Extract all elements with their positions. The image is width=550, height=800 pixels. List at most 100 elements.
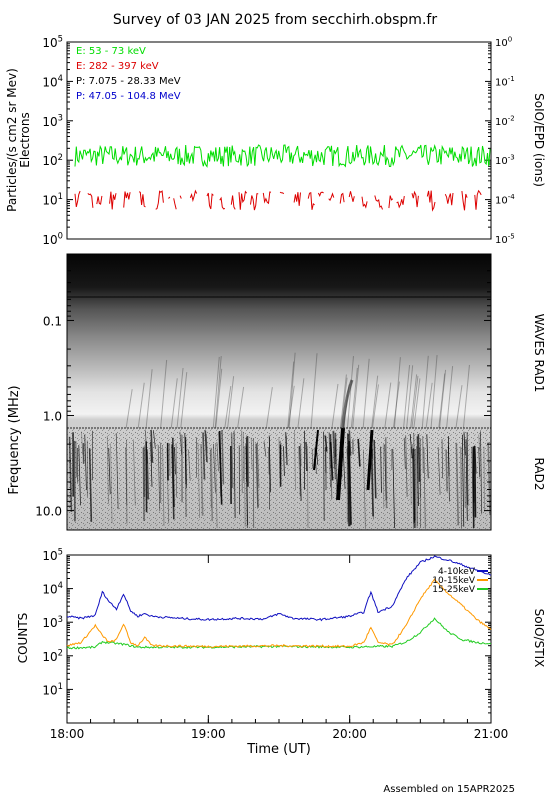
radio-burst-streak: [255, 443, 259, 508]
radio-burst-streak: [363, 449, 366, 529]
radio-burst-streak: [150, 441, 153, 487]
radio-burst-streak: [342, 449, 346, 490]
epd-right-tick-label: 10-4: [495, 193, 515, 207]
radio-burst-streak: [423, 447, 426, 529]
type-iii-burst-rad1: [310, 353, 318, 429]
radio-burst-streak: [233, 431, 236, 519]
epd-legend: E: 53 - 73 keV E: 282 - 397 keV P: 7.075 -…: [76, 46, 181, 102]
radio-burst-streak: [382, 443, 385, 508]
figure-title: Survey of 03 JAN 2025 from secchirh.obsp…: [113, 12, 437, 28]
radio-burst-streak: [298, 446, 302, 497]
type-iii-burst-rad1: [340, 377, 348, 429]
radio-burst-streak: [125, 447, 128, 505]
radio-burst-streak: [463, 431, 466, 456]
stix-right-label: SoIO/STIX: [532, 609, 546, 668]
type-iii-burst-rad1: [160, 359, 168, 429]
type-iii-burst-rad1: [406, 365, 414, 429]
radio-burst-streak: [487, 442, 491, 516]
radio-burst-streak: [283, 446, 285, 476]
radio-burst-streak: [230, 433, 234, 488]
electron-282-397kev-segment: [138, 191, 146, 208]
type-iii-burst-rad1: [339, 374, 347, 429]
stix-tick-label: 104: [42, 580, 63, 596]
epd-ylabel-electrons: Electrons: [18, 112, 32, 167]
radio-burst-streak: [209, 449, 212, 509]
electron-282-397kev-segment: [206, 192, 214, 210]
time-tick-label: 18:00: [50, 727, 85, 741]
radio-burst-streak: [171, 437, 175, 507]
electron-282-397kev-segment: [317, 191, 324, 197]
epd-legend-entry: P: 7.075 - 28.33 MeV: [76, 76, 181, 87]
radio-burst-streak: [142, 447, 145, 521]
radio-burst-streak: [403, 437, 406, 470]
radio-burst-streak: [471, 446, 474, 517]
epd-right-tick-label: 10-1: [495, 75, 515, 89]
radio-burst-streak: [380, 446, 382, 493]
type-iii-burst-rad1: [362, 358, 370, 429]
radio-burst-streak: [185, 437, 187, 517]
radio-burst-streak: [78, 445, 81, 506]
freq-tick-label: 10.0: [35, 505, 62, 519]
radio-burst-streak: [348, 444, 351, 527]
radio-burst-streak: [174, 447, 176, 475]
stix-tick-label: 103: [42, 614, 63, 630]
stix-tick-label: 101: [42, 681, 63, 697]
radio-burst-streak: [197, 442, 201, 518]
radio-burst-streak: [332, 430, 337, 480]
radio-burst-streak: [473, 445, 477, 518]
epd-tick-label: 100: [42, 231, 63, 247]
epd-tick-label: 104: [42, 73, 63, 89]
radio-burst-streak: [146, 449, 150, 500]
radio-burst-streak: [417, 434, 421, 482]
electron-282-397kev-segment: [155, 190, 164, 210]
stix-legend-label: 4-10keV: [438, 567, 476, 577]
electron-282-397kev-segment: [173, 198, 177, 210]
radio-burst-streak: [250, 437, 253, 470]
radio-burst-streak: [460, 446, 462, 529]
type-iii-burst-rad1: [288, 352, 296, 429]
radio-burst-streak: [426, 434, 429, 479]
electron-282-397kev-segment: [123, 191, 131, 208]
epd-y-axis: 100 101 102 103 104 105: [42, 34, 73, 247]
radio-burst-streak: [348, 440, 352, 525]
radio-burst-streak: [466, 432, 469, 505]
electron-282-397kev-segment: [168, 196, 171, 199]
radio-burst-streak: [461, 434, 465, 527]
radio-burst-streak: [445, 449, 448, 492]
radio-burst-streak: [324, 435, 328, 452]
radio-burst-streak: [218, 431, 221, 465]
stix-15-25kev-line: [66, 617, 492, 650]
radio-burst-streak: [278, 436, 281, 478]
radio-burst-streak: [329, 441, 334, 481]
radio-burst-streak: [216, 441, 219, 472]
epd-legend-entry: P: 47.05 - 104.8 MeV: [76, 91, 181, 102]
radio-burst-streak: [299, 446, 302, 501]
radio-burst-streak: [175, 443, 178, 498]
strong-radio-burst: [336, 427, 345, 501]
electron-282-397kev-segment: [444, 192, 454, 206]
radio-burst-streak: [221, 429, 225, 485]
time-tick-label: 20:00: [332, 727, 367, 741]
type-iii-burst-rad1: [287, 385, 295, 429]
type-iii-burst-rad1: [170, 378, 178, 429]
strong-radio-burst: [313, 429, 319, 471]
electron-282-397kev-segment: [179, 195, 182, 199]
type-iii-burst-rad1: [393, 357, 401, 429]
spectrogram-frame: [66, 253, 492, 531]
electron-282-397kev-segment: [262, 191, 272, 205]
radio-burst-streak: [323, 431, 325, 521]
electron-282-397kev-segment: [279, 191, 285, 195]
electron-282-397kev-segment: [109, 191, 117, 210]
electron-282-397kev-segment: [388, 195, 394, 209]
radio-burst-streak: [205, 434, 208, 452]
radio-burst-streak: [357, 438, 361, 467]
radio-burst-streak: [347, 433, 350, 527]
radio-burst-streak: [108, 447, 111, 495]
electron-282-397kev-segment: [461, 191, 468, 211]
waves-rad1-label: WAVES RAD1: [532, 314, 546, 393]
stix-series: [66, 555, 492, 650]
radio-burst-streak: [346, 448, 349, 468]
